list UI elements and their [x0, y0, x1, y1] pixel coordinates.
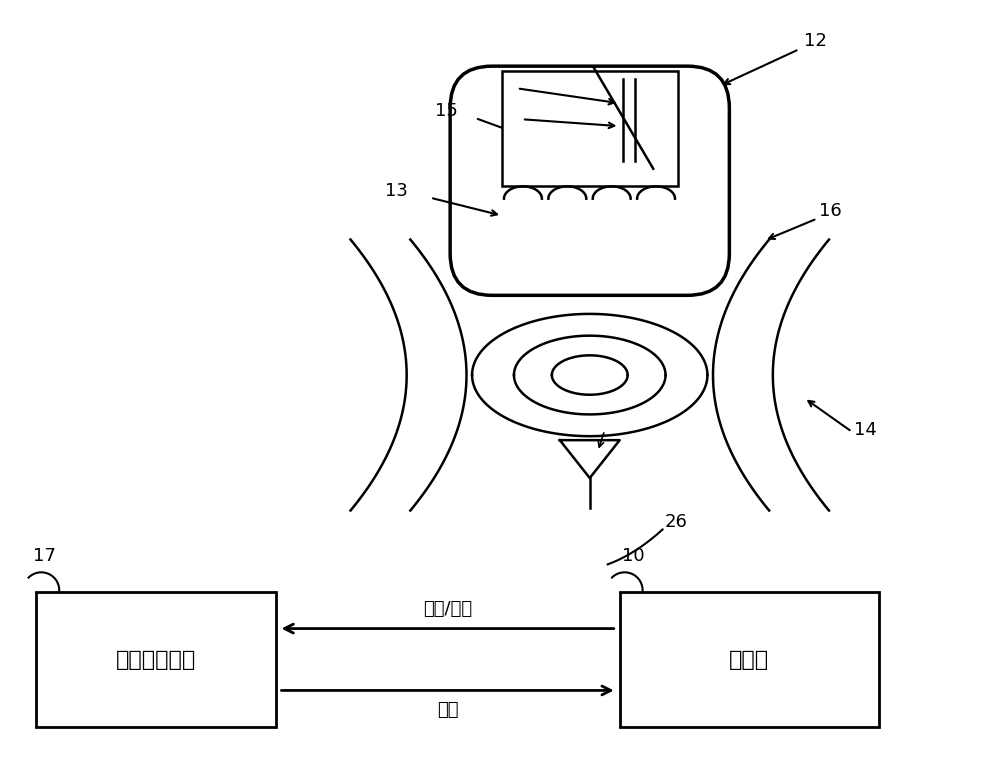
- Text: 12: 12: [804, 32, 827, 50]
- Bar: [620, 592, 879, 727]
- Text: 14: 14: [854, 421, 877, 439]
- Bar: [36, 592, 276, 727]
- Text: 16: 16: [819, 202, 842, 219]
- Text: 命令: 命令: [437, 701, 458, 719]
- Text: 17: 17: [33, 547, 56, 565]
- Text: 状态/数据: 状态/数据: [423, 600, 472, 618]
- Text: 26: 26: [665, 514, 687, 531]
- Text: 外部数据接口: 外部数据接口: [116, 650, 196, 669]
- Bar: [502, 71, 678, 186]
- Text: 15: 15: [435, 102, 458, 120]
- Text: 读取器: 读取器: [729, 650, 769, 669]
- Text: 10: 10: [622, 547, 644, 565]
- FancyBboxPatch shape: [450, 66, 729, 296]
- Text: 13: 13: [385, 182, 408, 199]
